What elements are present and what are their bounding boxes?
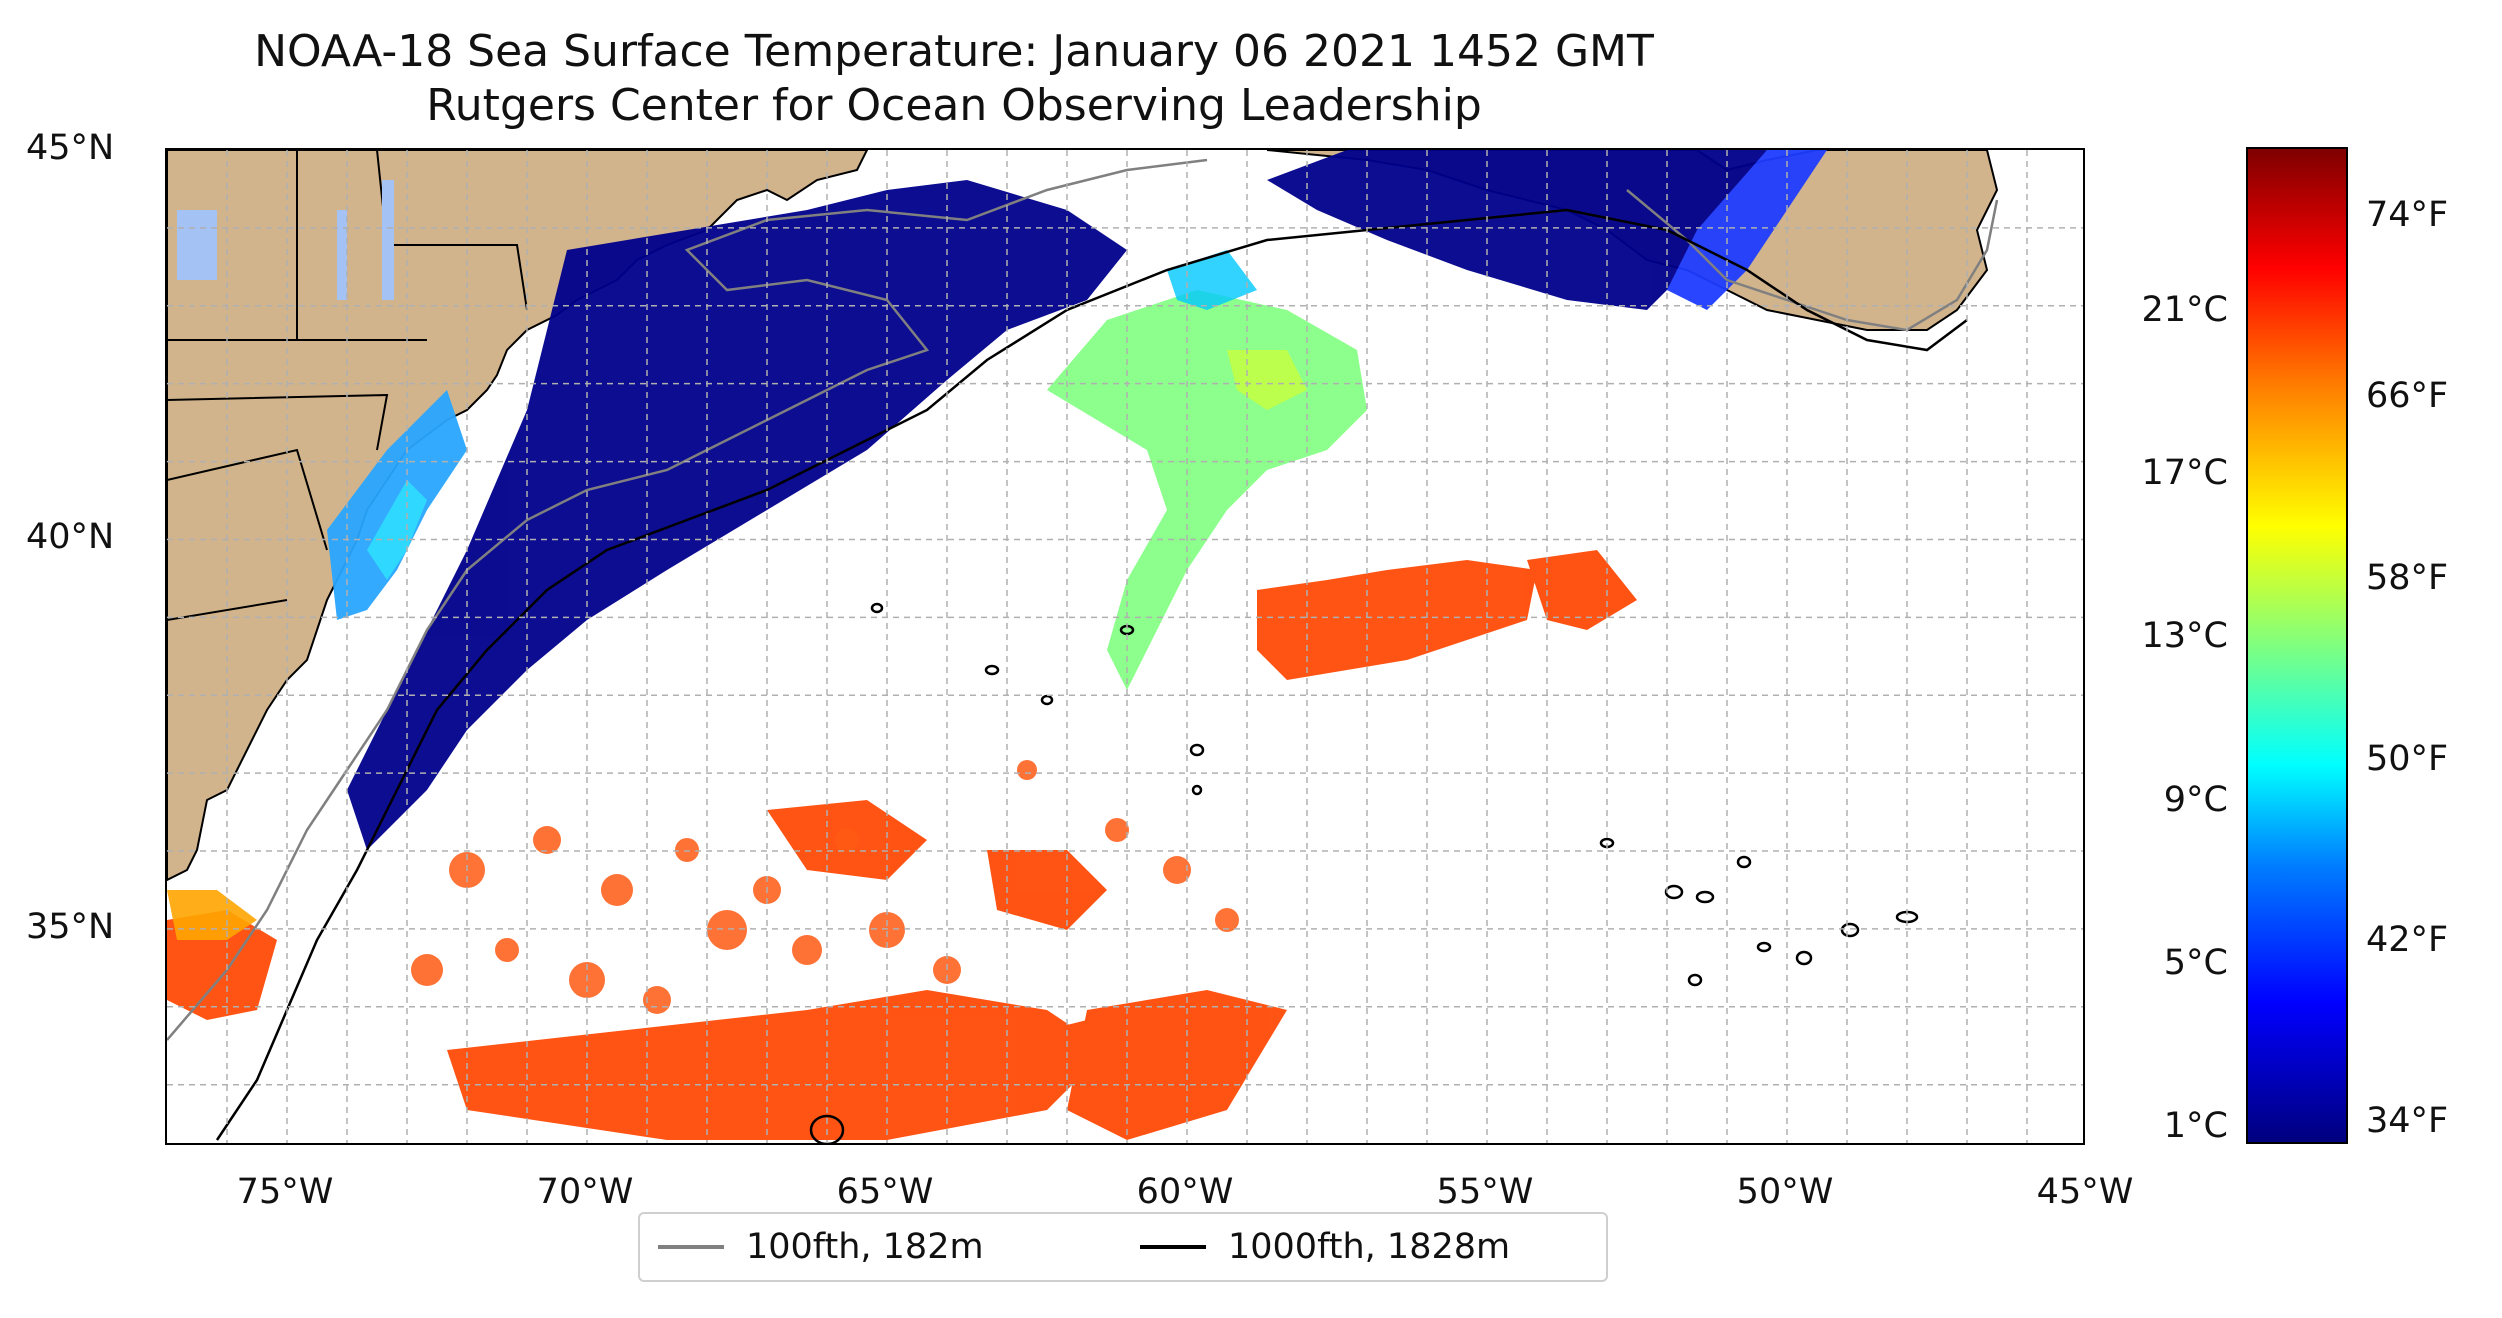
celsius-tick-label: 9°C: [2163, 779, 2228, 820]
fahrenheit-tick-label: 58°F: [2366, 557, 2449, 598]
temperature-colorbar: [2246, 147, 2348, 1144]
fahrenheit-tick-label: 66°F: [2366, 376, 2449, 417]
chart-title: NOAA-18 Sea Surface Temperature: January…: [254, 26, 1654, 77]
legend-item-100fth: 100fth, 182m: [658, 1214, 984, 1280]
isobath-legend: 100fth, 182m 1000fth, 1828m: [638, 1212, 1608, 1282]
legend-item-1000fth: 1000fth, 1828m: [1140, 1214, 1510, 1280]
fahrenheit-tick-label: 50°F: [2366, 738, 2449, 779]
sst-map: [165, 148, 2085, 1145]
fahrenheit-tick-label: 42°F: [2366, 920, 2449, 961]
legend-label-100fth: 100fth, 182m: [746, 1227, 984, 1267]
celsius-tick-label: 21°C: [2141, 290, 2228, 331]
land-northeast-us: [167, 150, 869, 882]
celsius-tick-label: 1°C: [2163, 1105, 2228, 1146]
sst-scattered-warm: [411, 760, 1239, 1014]
isobath-1000fth: [215, 208, 1968, 1141]
chart-subtitle: Rutgers Center for Ocean Observing Leade…: [426, 80, 1482, 131]
longitude-tick-label: 70°W: [536, 1172, 634, 1212]
longitude-tick-label: 45°W: [2036, 1172, 2134, 1212]
lakes: [177, 180, 394, 300]
fahrenheit-tick-label: 74°F: [2366, 194, 2449, 235]
longitude-tick-label: 75°W: [236, 1172, 334, 1212]
longitude-tick-label: 60°W: [1136, 1172, 1234, 1212]
map-canvas: [167, 150, 2083, 1143]
legend-swatch-black: [1140, 1245, 1206, 1249]
sst-cool-patch: [167, 890, 257, 940]
celsius-tick-label: 17°C: [2141, 453, 2228, 494]
latitude-tick-label: 40°N: [26, 517, 115, 558]
map-gridlines: [167, 150, 2083, 1143]
latitude-tick-label: 45°N: [26, 128, 115, 168]
longitude-tick-label: 50°W: [1736, 1172, 1834, 1212]
latitude-tick-label: 35°N: [26, 906, 115, 947]
sst-warm-gulf-stream: [167, 550, 1637, 1140]
longitude-tick-label: 55°W: [1436, 1172, 1534, 1212]
legend-label-1000fth: 1000fth, 1828m: [1228, 1227, 1511, 1267]
sst-cold-shelf: [327, 150, 1827, 850]
legend-swatch-gray: [658, 1245, 724, 1249]
celsius-tick-label: 13°C: [2141, 616, 2228, 657]
fahrenheit-tick-label: 34°F: [2366, 1101, 2449, 1142]
longitude-tick-label: 65°W: [836, 1172, 934, 1212]
celsius-tick-label: 5°C: [2163, 942, 2228, 983]
